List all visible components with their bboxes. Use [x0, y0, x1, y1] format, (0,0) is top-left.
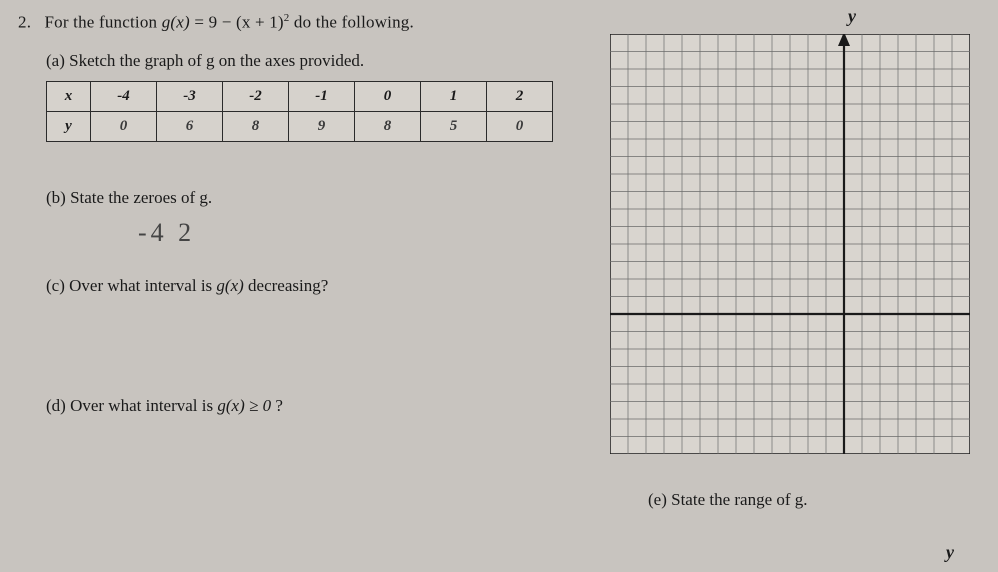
axis-label-y-top: y	[848, 6, 856, 27]
part-a: (a) Sketch the graph of g on the axes pr…	[46, 51, 608, 71]
coordinate-grid	[610, 34, 970, 454]
part-d: (d) Over what interval is g(x) ≥ 0 ?	[46, 396, 608, 416]
question-stem: 2. For the function g(x) = 9 − (x + 1)2 …	[18, 12, 608, 33]
y-cell: 0	[487, 111, 553, 141]
y-cell: 0	[91, 111, 157, 141]
part-d-suffix: ?	[275, 396, 283, 415]
q-suffix: do the following.	[294, 13, 414, 32]
x-cell: -4	[91, 81, 157, 111]
q-func: g(x)	[162, 13, 190, 32]
q-number: 2.	[18, 13, 31, 32]
x-cell: 2	[487, 81, 553, 111]
y-cell: 9	[289, 111, 355, 141]
y-cell: 8	[355, 111, 421, 141]
row-label-x: x	[47, 81, 91, 111]
part-c-gx: g(x)	[216, 276, 243, 295]
q-eq: = 9 − (x + 1)	[194, 13, 283, 32]
y-cell: 5	[421, 111, 487, 141]
q-exp: 2	[284, 12, 290, 24]
q-prefix: For the function	[45, 13, 162, 32]
value-table: x -4 -3 -2 -1 0 1 2 y 0 6 8 9 8 5 0	[46, 81, 553, 142]
part-b: (b) State the zeroes of g.	[46, 188, 608, 208]
part-c: (c) Over what interval is g(x) decreasin…	[46, 276, 608, 296]
part-c-suffix: decreasing?	[248, 276, 328, 295]
x-cell: -2	[223, 81, 289, 111]
y-cell: 6	[157, 111, 223, 141]
part-d-gx: g(x) ≥ 0	[217, 396, 271, 415]
x-cell: -1	[289, 81, 355, 111]
table-row: y 0 6 8 9 8 5 0	[47, 111, 553, 141]
x-cell: -3	[157, 81, 223, 111]
x-cell: 0	[355, 81, 421, 111]
part-c-prefix: (c) Over what interval is	[46, 276, 216, 295]
table-row: x -4 -3 -2 -1 0 1 2	[47, 81, 553, 111]
handwritten-zeros: -4 2	[138, 218, 608, 248]
part-e: (e) State the range of g.	[648, 490, 808, 510]
y-cell: 8	[223, 111, 289, 141]
axis-label-y-bottom: y	[946, 542, 954, 563]
part-d-prefix: (d) Over what interval is	[46, 396, 217, 415]
row-label-y: y	[47, 111, 91, 141]
x-cell: 1	[421, 81, 487, 111]
